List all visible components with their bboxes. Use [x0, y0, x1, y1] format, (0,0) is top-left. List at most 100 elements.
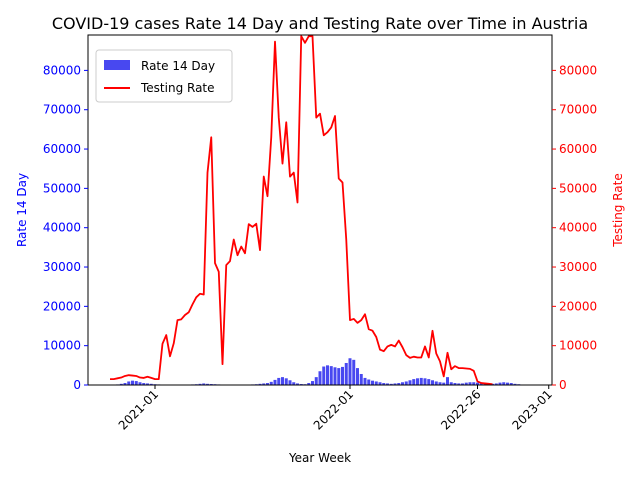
bar: [434, 381, 438, 385]
bar: [359, 373, 363, 385]
bar: [371, 380, 374, 385]
y-right-tick-label: 40000: [559, 221, 597, 235]
bar: [506, 382, 509, 385]
bar: [262, 383, 266, 385]
line-group: [110, 35, 493, 386]
bar: [198, 383, 202, 385]
bar: [498, 382, 502, 385]
bar: [416, 378, 419, 385]
bar: [389, 383, 393, 385]
y-axis-left: 0 10000 20000 30000 40000 50000 60000 70000 8000…: [43, 63, 88, 392]
y-left-tick-label: 80000: [43, 63, 81, 77]
bar: [453, 383, 457, 385]
chart-title: COVID-19 cases Rate 14 Day and Testing R…: [52, 14, 588, 33]
bar: [269, 381, 273, 385]
x-tick-label: 2021-01: [116, 387, 161, 432]
bar: [502, 382, 506, 385]
y-right-tick-label: 20000: [559, 299, 597, 313]
bar: [311, 381, 314, 385]
bar: [318, 371, 322, 385]
bar: [423, 378, 427, 385]
y-axis-left-label: Rate 14 Day: [15, 173, 29, 247]
x-tick-label: 2022-26: [438, 387, 483, 432]
bar: [326, 365, 329, 385]
bar: [134, 381, 138, 385]
bar: [412, 379, 416, 385]
bar: [386, 383, 389, 385]
bar: [382, 383, 386, 385]
bar: [427, 379, 431, 385]
bar: [442, 382, 446, 385]
bar: [393, 383, 397, 385]
bar: [461, 383, 464, 385]
legend-swatch-bar: [104, 60, 130, 70]
bar: [479, 383, 483, 385]
legend: Rate 14 Day Testing Rate: [95, 49, 233, 103]
x-axis: 2021-01 2022-01 2022-26 2023-01: [116, 385, 555, 433]
legend-label-bar: Rate 14 Day: [141, 59, 215, 73]
x-tick-label: 2022-01: [311, 387, 356, 432]
bar: [419, 377, 423, 385]
bar: [314, 377, 318, 385]
y-axis-right: 0 10000 20000 30000 40000 50000 60000 70000 8000…: [552, 63, 597, 392]
y-right-tick-label: 60000: [559, 142, 597, 156]
bar: [404, 381, 408, 385]
bar: [333, 367, 337, 385]
testing-rate-line: [110, 35, 493, 386]
bar: [284, 378, 288, 385]
bar: [476, 382, 479, 385]
bar: [401, 382, 404, 385]
y-left-tick-label: 0: [73, 378, 81, 392]
bar: [146, 383, 149, 385]
y-left-tick-label: 60000: [43, 142, 81, 156]
bar: [464, 382, 468, 385]
bar: [472, 382, 476, 385]
bar: [378, 382, 382, 385]
y-left-tick-label: 70000: [43, 103, 81, 117]
bar: [509, 383, 513, 385]
y-right-tick-label: 30000: [559, 260, 597, 274]
bar: [446, 377, 449, 385]
y-left-tick-label: 20000: [43, 299, 81, 313]
bar: [202, 383, 206, 385]
bar: [322, 366, 326, 385]
bar: [142, 383, 146, 385]
bar: [457, 383, 461, 385]
x-axis-label: Year Week: [288, 451, 351, 465]
bar: [363, 377, 367, 385]
bar: [127, 381, 131, 385]
x-tick-label: 2023-01: [510, 387, 555, 432]
bars-group: [108, 358, 532, 385]
bar: [431, 380, 434, 385]
bar: [292, 382, 296, 385]
y-right-tick-label: 80000: [559, 63, 597, 77]
bar: [329, 366, 333, 385]
bar: [408, 380, 412, 385]
bar: [281, 377, 284, 385]
y-left-tick-label: 10000: [43, 339, 81, 353]
y-right-tick-label: 0: [559, 378, 567, 392]
bar: [206, 383, 209, 385]
bar: [344, 362, 348, 385]
y-right-tick-label: 50000: [559, 181, 597, 195]
bar: [491, 383, 494, 385]
bar: [131, 380, 134, 385]
bar: [397, 383, 401, 385]
y-left-tick-label: 50000: [43, 181, 81, 195]
bar: [341, 366, 344, 385]
bar: [273, 379, 277, 385]
bar: [138, 382, 142, 385]
bar: [494, 383, 498, 385]
plot-frame: [87, 34, 553, 386]
bar: [296, 383, 299, 385]
y-right-tick-label: 10000: [559, 339, 597, 353]
y-left-tick-label: 40000: [43, 221, 81, 235]
bar: [348, 358, 352, 385]
bar: [258, 383, 262, 385]
legend-label-line: Testing Rate: [140, 81, 215, 95]
bar: [367, 379, 371, 385]
bar: [513, 383, 517, 385]
bar: [337, 368, 341, 385]
bar: [374, 381, 378, 385]
